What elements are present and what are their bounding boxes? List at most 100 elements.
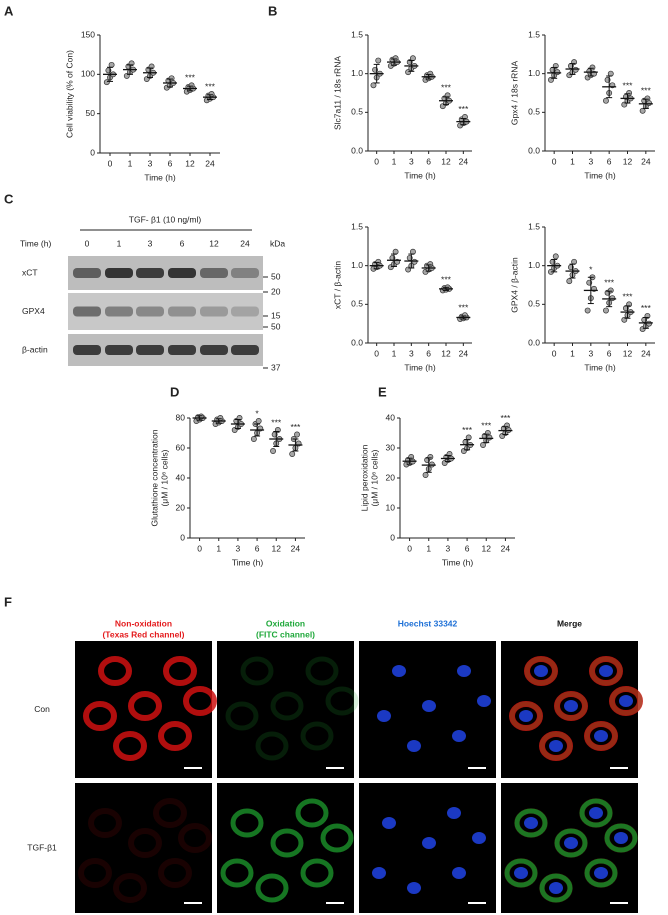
channel-label: Merge	[557, 618, 582, 628]
cytoplasm-green	[225, 701, 259, 731]
y-axis-label: (μM / 10⁶ cells)	[159, 449, 169, 506]
nucleus	[382, 817, 396, 829]
channel-label: (FITC channel)	[256, 629, 315, 639]
significance: ***	[458, 302, 469, 312]
data-point	[103, 79, 110, 86]
x-tick-label: 3	[588, 156, 593, 166]
nucleus	[472, 832, 486, 844]
blot-row-label: β-actin	[22, 344, 48, 354]
cytoplasm-green	[270, 691, 304, 721]
data-point	[584, 307, 591, 314]
nucleus	[422, 700, 436, 712]
nucleus	[447, 807, 461, 819]
cytoplasm-green	[230, 808, 264, 838]
nucleus	[549, 740, 563, 752]
blot-band	[136, 268, 164, 278]
nucleus	[619, 695, 633, 707]
x-axis-label: Time (h)	[232, 557, 263, 567]
cytoplasm-red	[113, 873, 147, 903]
x-tick-label: 0	[552, 348, 557, 358]
blot-band	[231, 268, 259, 278]
cytoplasm-green	[554, 828, 588, 858]
blot-unit: kDa	[270, 238, 285, 248]
y-tick-label: 60	[176, 442, 186, 452]
marker-label: 50	[271, 321, 281, 331]
y-axis-label: Gpx4 / 18s rRNA	[509, 61, 519, 126]
nucleus	[477, 695, 491, 707]
micrograph	[217, 641, 354, 778]
x-axis-label: Time (h)	[144, 172, 175, 182]
cytoplasm-red	[78, 858, 112, 888]
data-point	[609, 295, 616, 302]
x-tick-label: 12	[482, 543, 492, 553]
data-point	[255, 418, 262, 424]
y-tick-label: 1.0	[528, 260, 540, 270]
nucleus	[534, 665, 548, 677]
x-tick-label: 6	[465, 543, 470, 553]
x-tick-label: 12	[272, 543, 282, 553]
x-tick-label: 0	[197, 543, 202, 553]
data-point	[646, 320, 652, 327]
x-tick-label: 12	[441, 156, 451, 166]
x-tick-label: 6	[168, 158, 173, 168]
panel-label: D	[170, 384, 179, 399]
blot-time-label: Time (h)	[20, 238, 51, 248]
x-axis-label: Time (h)	[584, 170, 615, 180]
micrograph	[75, 783, 212, 913]
nucleus	[589, 807, 603, 819]
panel-label: A	[4, 3, 14, 18]
data-point	[270, 448, 276, 454]
y-tick-label: 30	[386, 442, 396, 452]
blot-band	[168, 306, 196, 317]
significance: ***	[271, 417, 282, 427]
cytoplasm-red	[609, 686, 643, 716]
nucleus	[452, 867, 466, 879]
x-tick-label: 0	[407, 543, 412, 553]
x-tick-label: 0	[108, 158, 113, 168]
cytoplasm-red	[589, 656, 623, 686]
nucleus	[407, 882, 421, 894]
x-tick-label: 1	[392, 348, 397, 358]
cytoplasm-green	[554, 691, 588, 721]
cytoplasm-red	[88, 808, 122, 838]
nucleus	[594, 867, 608, 879]
nucleus	[372, 867, 386, 879]
data-point	[289, 451, 296, 457]
x-tick-label: 12	[623, 348, 633, 358]
y-tick-label: 0.5	[528, 107, 540, 117]
x-tick-label: 24	[641, 156, 651, 166]
cytoplasm-green	[539, 731, 573, 761]
lane-label: 6	[180, 238, 185, 248]
channel-label: Hoechst 33342	[398, 618, 458, 628]
x-tick-label: 12	[623, 156, 633, 166]
y-tick-label: 0	[390, 532, 395, 542]
x-tick-label: 24	[501, 543, 511, 553]
cytoplasm-green	[325, 686, 359, 716]
cytoplasm-green	[240, 656, 274, 686]
data-point	[639, 107, 646, 114]
data-point	[566, 278, 573, 285]
nucleus	[407, 740, 421, 752]
x-tick-label: 6	[607, 348, 612, 358]
cytoplasm-green	[300, 858, 334, 888]
data-point	[108, 61, 115, 68]
cytoplasm-green	[295, 798, 329, 828]
significance: ***	[604, 278, 615, 288]
significance: ***	[290, 422, 301, 432]
y-tick-label: 20	[386, 472, 396, 482]
data-point	[370, 82, 377, 89]
significance: *	[589, 265, 593, 275]
y-tick-label: 1.5	[528, 29, 540, 39]
x-tick-label: 0	[552, 156, 557, 166]
x-tick-label: 1	[392, 156, 397, 166]
significance: ***	[623, 292, 634, 302]
y-tick-label: 1.0	[351, 68, 363, 78]
data-point	[375, 57, 382, 64]
data-point	[480, 442, 486, 448]
y-tick-label: 0	[90, 147, 95, 157]
nucleus	[457, 665, 471, 677]
blot-band	[231, 306, 259, 317]
nucleus	[514, 867, 528, 879]
x-tick-label: 0	[374, 156, 379, 166]
x-tick-label: 24	[459, 348, 469, 358]
